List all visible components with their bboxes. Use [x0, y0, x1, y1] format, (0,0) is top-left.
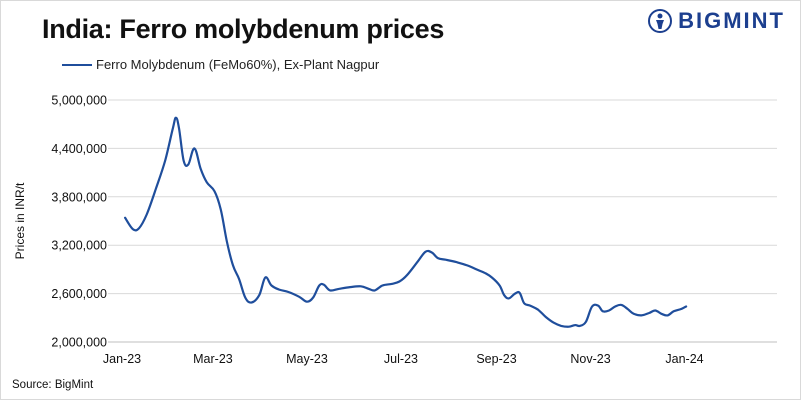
x-tick-label: Jul-23 [384, 352, 418, 366]
x-tick-label: Jan-24 [665, 352, 703, 366]
y-tick-label: 2,600,000 [51, 287, 107, 301]
brand-logo: BIGMINT [648, 8, 785, 34]
y-tick-label: 4,400,000 [51, 142, 107, 156]
x-tick-label: Sep-23 [476, 352, 516, 366]
series-line-0 [124, 116, 688, 328]
brand-name: BIGMINT [678, 8, 785, 33]
chart-title: India: Ferro molybdenum prices [42, 14, 445, 44]
legend-label: Ferro Molybdenum (FeMo60%), Ex-Plant Nag… [96, 57, 380, 72]
y-axis-title: Prices in INR/t [13, 182, 27, 259]
y-tick-label: 3,800,000 [51, 190, 107, 204]
source-note: Source: BigMint [12, 379, 94, 391]
y-tick-label: 3,200,000 [51, 239, 107, 253]
legend-swatch [62, 63, 92, 66]
y-tick-label: 5,000,000 [51, 94, 107, 108]
series [124, 116, 688, 328]
x-tick-label: Jan-23 [103, 352, 141, 366]
x-tick-label: May-23 [286, 352, 328, 366]
chart-legend: Ferro Molybdenum (FeMo60%), Ex-Plant Nag… [62, 57, 379, 72]
bigmint-person-icon [648, 9, 673, 33]
grid-lines [108, 99, 777, 295]
x-tick-label: Mar-23 [193, 352, 233, 366]
y-tick-label: 2,000,000 [51, 336, 107, 350]
x-tick-label: Nov-23 [570, 352, 610, 366]
tick-labels: 2,000,000 2,600,000 3,200,000 3,800,000 4,40… [51, 94, 703, 367]
